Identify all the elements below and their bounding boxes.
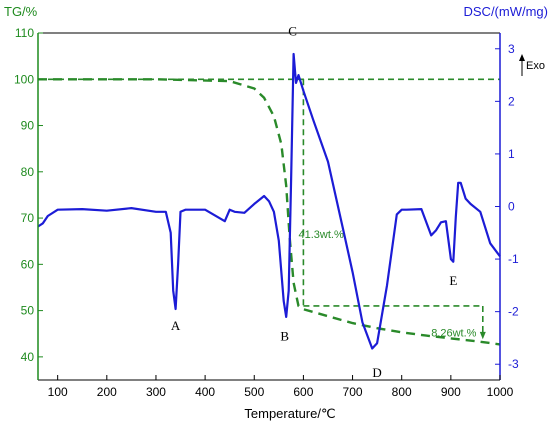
exo-label: Exo — [526, 60, 545, 72]
point-label-b: B — [280, 328, 289, 343]
right-tick-label: 1 — [508, 147, 515, 161]
left-tick-label: 80 — [21, 165, 35, 179]
x-tick-label: 800 — [392, 385, 412, 399]
x-tick-label: 500 — [244, 385, 264, 399]
point-label-e: E — [449, 273, 457, 288]
tg-series-line — [38, 78, 501, 346]
x-tick-label: 1000 — [487, 385, 514, 399]
x-tick-label: 200 — [97, 385, 117, 399]
left-tick-label: 110 — [15, 26, 34, 40]
x-tick-label: 300 — [146, 385, 166, 399]
left-tick-label: 40 — [21, 350, 35, 364]
left-tick-label: 60 — [21, 257, 35, 271]
x-tick-label: 600 — [293, 385, 313, 399]
point-label-c: C — [288, 23, 297, 38]
right-axis-title: DSC/(mW/mg) — [464, 4, 549, 19]
mass-loss-annotation: 41.3wt.% — [298, 229, 343, 241]
x-tick-label: 400 — [195, 385, 215, 399]
x-axis-title: Temperature/℃ — [244, 406, 335, 421]
left-axis-title: TG/% — [4, 4, 38, 19]
tg-step-arrow — [479, 331, 486, 340]
right-tick-label: 2 — [508, 94, 515, 108]
left-tick-label: 50 — [21, 304, 35, 318]
right-tick-label: 0 — [508, 200, 515, 214]
left-tick-label: 70 — [21, 211, 35, 225]
right-tick-label: 3 — [508, 42, 515, 56]
point-label-d: D — [372, 365, 381, 380]
x-tick-label: 100 — [48, 385, 68, 399]
mass-loss-annotation: 8.26wt.% — [431, 328, 476, 340]
right-tick-label: -3 — [508, 357, 519, 371]
x-tick-label: 900 — [441, 385, 461, 399]
left-tick-label: 90 — [21, 119, 35, 133]
exo-arrow-head — [519, 54, 525, 61]
left-tick-label: 100 — [14, 72, 34, 86]
right-tick-label: -2 — [508, 305, 519, 319]
x-tick-label: 700 — [343, 385, 363, 399]
right-tick-label: -1 — [508, 252, 519, 266]
point-label-a: A — [171, 318, 181, 333]
dsc-series-line — [37, 52, 501, 350]
